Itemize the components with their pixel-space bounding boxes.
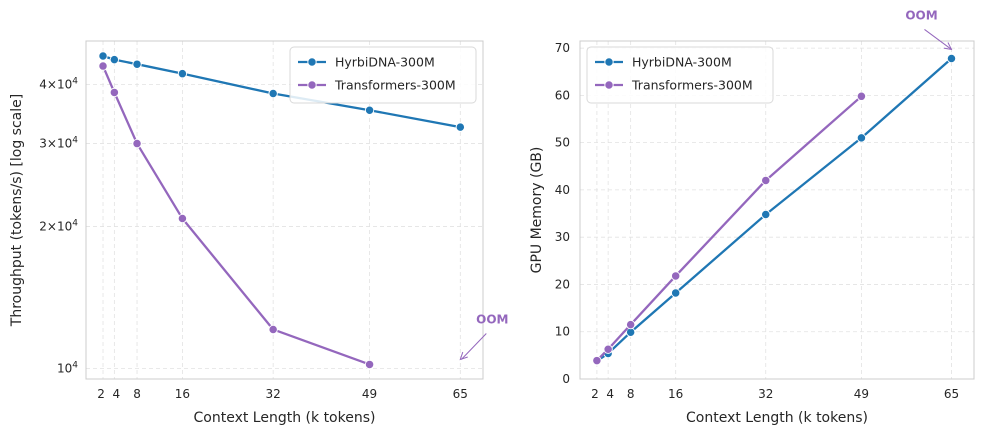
x-tick-label: 8 xyxy=(133,387,141,401)
oom-arrowhead xyxy=(943,42,953,51)
y-tick-label: 20 xyxy=(555,277,570,291)
data-point xyxy=(98,61,108,71)
x-tick-label: 4 xyxy=(113,387,121,401)
y-tick-label: 0 xyxy=(562,372,570,386)
data-point xyxy=(592,355,602,366)
data-point xyxy=(856,133,867,143)
data-point xyxy=(946,53,957,64)
data-point xyxy=(603,344,613,354)
data-point xyxy=(671,271,681,281)
oom-annotation: OOM xyxy=(476,312,508,326)
legend: HyrbiDNA-300M Transformers-300M xyxy=(289,46,477,104)
data-point xyxy=(268,324,278,335)
legend-label: Transformers-300M xyxy=(334,78,456,93)
legend-label: HyrbiDNA-300M xyxy=(632,55,732,70)
data-point xyxy=(132,138,142,149)
data-point xyxy=(364,105,375,115)
y-tick-label: 30 xyxy=(555,230,570,244)
legend-label: HyrbiDNA-300M xyxy=(335,55,435,70)
data-point xyxy=(455,122,465,132)
data-point xyxy=(626,319,636,330)
chart-panel-1: 2 4 8 16 32 49 65 104 2×104 3×104 4×104 Context Len… xyxy=(9,40,508,426)
data-point xyxy=(177,213,188,224)
x-tick-label: 2 xyxy=(97,387,105,401)
y-tick-label: 10 xyxy=(555,325,570,339)
plot-frame xyxy=(579,40,975,380)
data-point xyxy=(761,175,771,186)
data-point xyxy=(109,87,120,98)
data-point xyxy=(268,88,278,99)
x-tick-label: 2 xyxy=(591,387,599,401)
y-tick-label: 104 xyxy=(57,360,78,375)
x-tick-label: 65 xyxy=(944,387,959,401)
legend: HyrbiDNA-300M Transformers-300M xyxy=(586,46,774,104)
x-tick-label: 16 xyxy=(668,387,683,401)
y-tick-label: 50 xyxy=(555,136,570,150)
legend-swatch-marker xyxy=(307,80,317,90)
data-point xyxy=(364,359,375,370)
oom-arrowhead xyxy=(459,351,468,361)
data-point xyxy=(98,51,108,61)
x-axis-label: Context Length (k tokens) xyxy=(686,410,868,426)
oom-annotation: OOM xyxy=(905,8,937,22)
data-point xyxy=(671,288,681,298)
legend-label: Transformers-300M xyxy=(631,78,753,93)
data-point xyxy=(761,209,771,220)
x-tick-label: 32 xyxy=(758,387,773,401)
oom-arrow xyxy=(460,333,487,360)
legend-swatch-marker xyxy=(604,80,614,90)
y-tick-label: 60 xyxy=(555,88,570,102)
y-axis-label: GPU Memory (GB) xyxy=(529,147,545,274)
x-tick-label: 16 xyxy=(175,387,190,401)
data-point xyxy=(132,59,142,69)
y-tick-label: 70 xyxy=(555,41,570,55)
series-line xyxy=(596,95,863,362)
chart-panel-2: 2 4 8 16 32 49 65 0 10 20 30 40 50 60 70 Context Length… xyxy=(529,8,975,426)
plot-frame xyxy=(85,40,484,380)
legend-box xyxy=(586,46,774,104)
x-tick-label: 65 xyxy=(453,387,468,401)
y-tick-label: 2×104 xyxy=(39,219,78,234)
y-tick-label: 40 xyxy=(555,183,570,197)
y-axis-label: Throughput (tokens/s) [log scale] xyxy=(9,94,25,327)
y-tick-label: 3×104 xyxy=(39,136,78,151)
data-point xyxy=(856,91,867,101)
x-tick-label: 32 xyxy=(266,387,281,401)
x-tick-label: 8 xyxy=(627,387,635,401)
x-tick-label: 4 xyxy=(606,387,614,401)
legend-swatch-marker xyxy=(604,57,614,67)
data-point xyxy=(109,54,120,65)
oom-arrow xyxy=(924,29,952,50)
series-line xyxy=(596,57,953,362)
x-axis-label: Context Length (k tokens) xyxy=(194,410,376,426)
data-point xyxy=(177,69,188,79)
x-tick-label: 49 xyxy=(854,387,869,401)
series-transformers xyxy=(592,91,867,366)
legend-box xyxy=(289,46,477,104)
series-line xyxy=(101,65,370,366)
y-tick-label: 4×104 xyxy=(39,77,78,92)
series-transformers xyxy=(98,61,375,370)
x-tick-label: 49 xyxy=(362,387,377,401)
series-hyrbidna xyxy=(98,51,465,132)
legend-swatch-marker xyxy=(307,57,317,67)
